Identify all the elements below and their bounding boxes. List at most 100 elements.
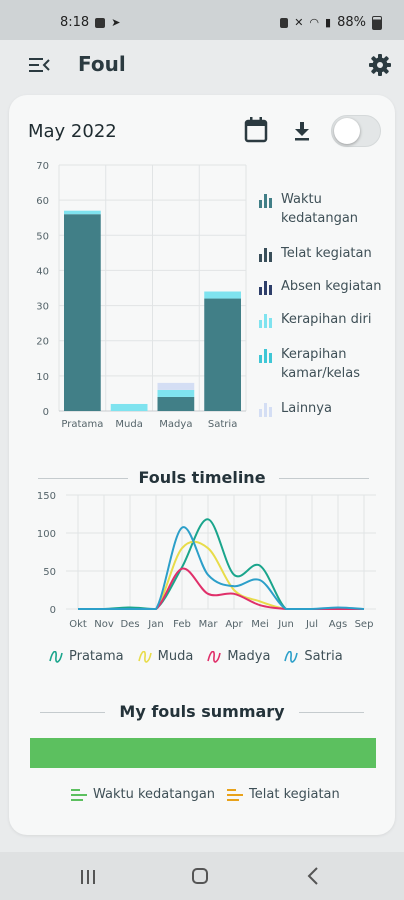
timeline-series-line[interactable] xyxy=(78,526,365,610)
bar-y-tick-label: 70 xyxy=(36,161,49,172)
line-x-tick-label: Jul xyxy=(305,619,318,630)
timeline-legend-item[interactable]: Muda xyxy=(137,649,194,664)
summary-legend: Waktu kedatangan Telat kegiatan xyxy=(71,787,340,802)
bar-legend-item[interactable]: Waktu kedatangan xyxy=(259,190,394,228)
line-x-tick-label: Sep xyxy=(355,619,374,630)
bar-segment[interactable] xyxy=(64,214,101,411)
fouls-bar-chart: 0 10 20 30 40 50 60 70 Pratama Muda Madya Satria xyxy=(36,161,247,430)
wifi-icon: ◠ xyxy=(309,16,320,29)
line-x-tick-label: Okt xyxy=(69,619,87,630)
line-x-tick-label: Nov xyxy=(94,619,114,630)
bar-legend-label: Kerapihan diri xyxy=(281,312,372,327)
timeline-legend: Pratama Muda Madya Satria xyxy=(49,649,343,664)
bar-segment[interactable] xyxy=(204,298,241,411)
bar-y-tick-label: 0 xyxy=(43,407,49,418)
gallery-icon xyxy=(95,17,106,28)
bar-chart-icon xyxy=(259,314,273,328)
bar-legend-item[interactable]: Absen kegiatan xyxy=(259,277,394,296)
summary-legend-label: Telat kegiatan xyxy=(249,787,340,802)
line-x-tick-label: Des xyxy=(120,619,139,630)
menu-open-icon[interactable] xyxy=(28,55,50,75)
signal-icon: ▮ xyxy=(325,16,332,29)
bar-x-tick-label: Pratama xyxy=(61,419,103,430)
lock-icon xyxy=(280,17,289,28)
gear-icon[interactable] xyxy=(368,53,392,77)
line-x-tick-label: Jun xyxy=(277,619,294,630)
timeline-legend-label: Pratama xyxy=(69,649,124,664)
recent-apps-icon[interactable] xyxy=(80,870,96,884)
status-bar: 8:18 ➤ ✕ ◠ ▮ 88% xyxy=(0,0,404,40)
timeline-legend-item[interactable]: Pratama xyxy=(49,649,124,664)
bar-list-icon xyxy=(71,788,87,802)
battery-icon xyxy=(372,15,382,30)
bar-chart-icon xyxy=(259,194,273,208)
bar-chart-icon xyxy=(259,349,273,363)
bar-x-tick-label: Madya xyxy=(159,419,192,430)
bar-legend-label: Kerapihan kamar/kelas xyxy=(281,347,361,381)
bar-legend-label: Telat kegiatan xyxy=(281,246,372,261)
section-divider xyxy=(279,478,369,479)
timeline-series-line[interactable] xyxy=(78,567,364,610)
bar-segment[interactable] xyxy=(110,403,148,411)
summary-legend-item[interactable]: Waktu kedatangan xyxy=(71,787,215,802)
timeline-legend-label: Satria xyxy=(304,649,343,664)
home-icon[interactable] xyxy=(192,868,208,884)
system-nav-bar xyxy=(0,852,404,900)
bar-y-tick-label: 50 xyxy=(36,231,49,242)
status-time: 8:18 xyxy=(60,15,90,30)
fouls-card: May 2022 0 10 20 30 40 50 60 70 Pratama Muda Madya… xyxy=(9,95,395,835)
bar-segment[interactable] xyxy=(204,291,241,299)
telegram-icon: ➤ xyxy=(111,16,121,29)
line-y-tick-label: 50 xyxy=(43,567,56,578)
line-chart-icon xyxy=(49,650,63,663)
line-y-tick-label: 150 xyxy=(37,491,56,502)
bar-chart-icon xyxy=(259,281,273,295)
timeline-series-line[interactable] xyxy=(78,540,364,610)
bar-legend-label: Absen kegiatan xyxy=(281,279,382,294)
bar-segment[interactable] xyxy=(157,389,195,397)
bar-y-tick-label: 60 xyxy=(36,196,49,207)
timeline-title: Fouls timeline xyxy=(138,468,266,487)
line-chart-icon xyxy=(284,650,299,663)
line-chart-icon xyxy=(207,650,222,663)
bar-y-tick-label: 40 xyxy=(36,266,49,277)
fouls-timeline-chart: 0 50 100 150 Okt Nov Des Jan Feb Mar Apr Mei Jun Jul A… xyxy=(37,491,376,630)
line-x-tick-label: Jan xyxy=(147,619,163,630)
summary-legend-item[interactable]: Telat kegiatan xyxy=(227,787,340,802)
bar-chart-legend: Waktu kedatangan Telat kegiatan Absen kegi… xyxy=(259,190,394,434)
line-x-tick-label: Mar xyxy=(199,619,219,630)
line-y-tick-label: 0 xyxy=(50,605,56,616)
bar-segment[interactable] xyxy=(157,396,195,411)
timeline-legend-label: Muda xyxy=(157,649,194,664)
calendar-icon[interactable] xyxy=(244,117,268,143)
mute-icon: ✕ xyxy=(294,16,304,29)
section-divider xyxy=(40,712,105,713)
view-toggle[interactable] xyxy=(331,115,381,147)
bar-x-tick-label: Muda xyxy=(115,419,142,430)
bar-chart-icon xyxy=(259,248,273,262)
bar-y-tick-label: 30 xyxy=(36,302,49,313)
timeline-legend-item[interactable]: Satria xyxy=(284,649,343,664)
bar-legend-item[interactable]: Lainnya xyxy=(259,399,394,418)
bar-legend-item[interactable]: Kerapihan diri xyxy=(259,310,394,329)
bar-legend-item[interactable]: Telat kegiatan xyxy=(259,244,394,263)
bar-legend-item[interactable]: Kerapihan kamar/kelas xyxy=(259,345,394,383)
bar-segment[interactable] xyxy=(157,382,195,390)
bar-segment[interactable] xyxy=(64,210,101,215)
summary-title: My fouls summary xyxy=(119,702,285,721)
bar-chart-icon xyxy=(259,403,273,417)
line-x-tick-label: Apr xyxy=(225,619,243,630)
battery-percent: 88% xyxy=(337,15,366,30)
timeline-legend-item[interactable]: Madya xyxy=(207,649,270,664)
bar-y-tick-label: 20 xyxy=(36,337,49,348)
back-icon[interactable] xyxy=(306,867,320,885)
timeline-legend-label: Madya xyxy=(227,649,271,664)
line-y-tick-label: 100 xyxy=(37,529,56,540)
app-title: Foul xyxy=(78,52,126,76)
app-bar: Foul xyxy=(0,40,404,90)
download-icon[interactable] xyxy=(292,121,312,141)
bar-legend-label: Waktu kedatangan xyxy=(281,192,359,226)
toggle-knob[interactable] xyxy=(334,118,360,144)
line-x-tick-label: Feb xyxy=(173,619,191,630)
line-x-tick-label: Ags xyxy=(329,619,347,630)
